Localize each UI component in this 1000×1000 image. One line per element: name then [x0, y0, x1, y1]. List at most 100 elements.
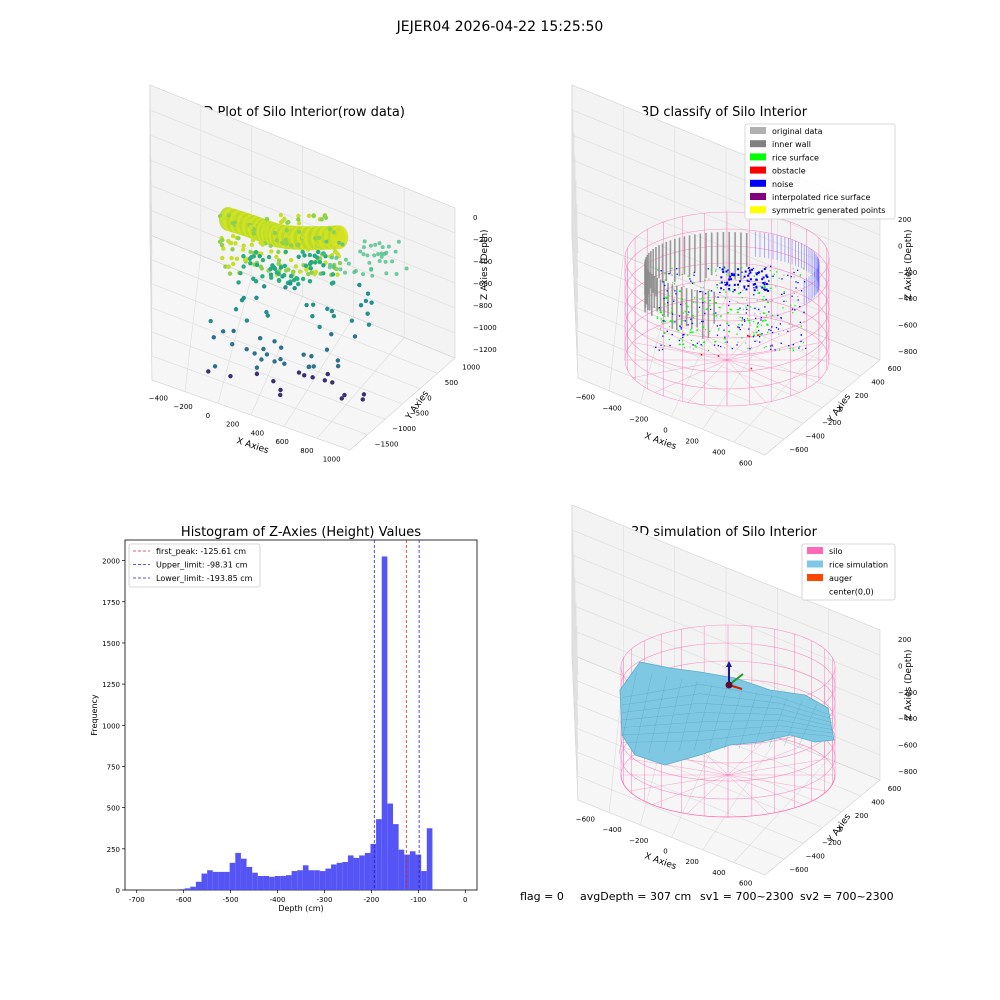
noise-point — [781, 293, 783, 296]
classify-silo-spoke — [687, 359, 728, 403]
rice-surface-point — [714, 302, 717, 304]
auger-z-arrowhead — [726, 661, 732, 667]
classify-legend-label: noise — [772, 180, 793, 189]
noise-point — [720, 281, 723, 284]
rice-surface-point — [724, 341, 726, 343]
raw-surface-point — [264, 216, 270, 222]
noise-point — [770, 329, 772, 332]
histogram-y-axis-label: Frequency — [90, 694, 99, 736]
rice-surface-point — [756, 323, 759, 325]
noise-point — [701, 320, 703, 323]
noise-point — [719, 324, 721, 326]
simulation-z-tick: −600 — [898, 742, 917, 750]
noise-point — [765, 267, 767, 269]
rice-surface-mesh — [678, 681, 698, 752]
histogram-bar — [415, 854, 422, 890]
original-data-point — [748, 309, 750, 311]
noise-point — [783, 292, 785, 294]
original-data-point — [703, 305, 705, 307]
noise-point — [725, 270, 728, 273]
raw-mid-point — [318, 271, 323, 276]
noise-point — [749, 347, 751, 350]
histogram-x-tick-label: -300 — [317, 896, 333, 904]
histogram-x-tick-label: -200 — [363, 896, 379, 904]
raw-low-point — [335, 358, 341, 363]
raw-low-point — [365, 311, 370, 316]
histogram-bar — [392, 824, 399, 890]
raw-low-point — [349, 318, 355, 323]
raw-mid-point — [296, 281, 301, 287]
noise-point — [674, 321, 676, 323]
rice-surface-point — [767, 331, 769, 334]
histogram-y-tick-label: 0 — [116, 887, 120, 895]
rice-surface-mesh — [621, 725, 833, 736]
noise-point — [674, 290, 676, 292]
noise-point — [753, 287, 755, 289]
raw-mid-point — [257, 253, 262, 259]
noise-point — [760, 319, 762, 321]
noise-point — [763, 283, 766, 286]
simulation-grid-line — [571, 554, 881, 701]
raw-data-3d-panel: 3D Plot of Silo Interior(row data) −400−… — [149, 84, 497, 464]
noise-point — [660, 344, 662, 347]
noise-point — [687, 324, 689, 326]
original-data-point — [699, 322, 701, 324]
raw-mid-point — [317, 259, 323, 265]
noise-point — [662, 335, 664, 337]
raw-surface-point — [317, 235, 322, 241]
noise-point — [688, 311, 690, 313]
rice-surface-mesh — [663, 678, 683, 753]
rice-surface-point — [656, 317, 659, 320]
noise-point — [803, 311, 805, 313]
raw-surface-point — [282, 216, 287, 222]
rice-surface-point — [681, 298, 684, 301]
raw-mid-point — [384, 271, 389, 276]
noise-point — [724, 283, 727, 286]
noise-point — [699, 290, 701, 293]
classify-z-tick: −800 — [898, 348, 917, 356]
raw-low-point — [212, 364, 218, 369]
rice-surface-point — [668, 338, 671, 341]
raw-x-tick: 0 — [206, 412, 210, 420]
raw-mid-point — [302, 253, 307, 258]
noise-point — [739, 328, 741, 331]
histogram-y-ticks: 0 250 500 750 1000 1250 1500 1750 2000 — [102, 558, 125, 895]
raw-low-point — [335, 363, 341, 369]
raw-surface-point — [262, 227, 268, 232]
classify-y-tick: −600 — [789, 446, 808, 454]
noise-point — [679, 325, 681, 328]
noise-point — [728, 324, 730, 327]
raw-mid-point — [288, 274, 294, 279]
raw-mid-point — [380, 245, 385, 250]
histogram-bar — [364, 852, 371, 890]
rice-surface-point — [724, 297, 726, 299]
noise-point — [748, 273, 750, 275]
original-data-point — [771, 299, 774, 302]
classify-x-tick: 0 — [663, 427, 667, 435]
histogram-x-axis-label: Depth (cm) — [278, 904, 323, 913]
raw-surface-point — [336, 227, 341, 232]
rice-surface-mesh — [648, 676, 668, 753]
original-data-point — [703, 307, 705, 310]
original-data-point — [707, 307, 709, 309]
raw-surface-point — [266, 228, 271, 234]
noise-point — [663, 297, 665, 300]
rice-surface-point — [763, 295, 765, 298]
original-data-point — [697, 311, 700, 313]
histogram-title: Histogram of Z-Axies (Height) Values — [181, 525, 421, 540]
histogram-bar — [297, 870, 303, 890]
raw-surface-point — [235, 223, 240, 228]
raw-surface-point — [296, 213, 301, 219]
classify-silo-spoke — [726, 359, 822, 378]
raw-mid-point — [238, 270, 243, 276]
histogram-bar — [235, 852, 241, 890]
rice-surface-point — [771, 275, 773, 278]
noise-point — [774, 349, 776, 351]
raw-panel-ticks: −400 −200 0 200 400 600 800 1000 1000 500 0 −500 −10… — [149, 214, 497, 464]
noise-point — [765, 298, 767, 301]
raw-surface-point — [264, 233, 270, 239]
noise-point — [799, 306, 801, 308]
raw-surface-point — [227, 271, 233, 276]
obstacle-point — [717, 355, 720, 357]
rice-surface-point — [678, 343, 681, 346]
